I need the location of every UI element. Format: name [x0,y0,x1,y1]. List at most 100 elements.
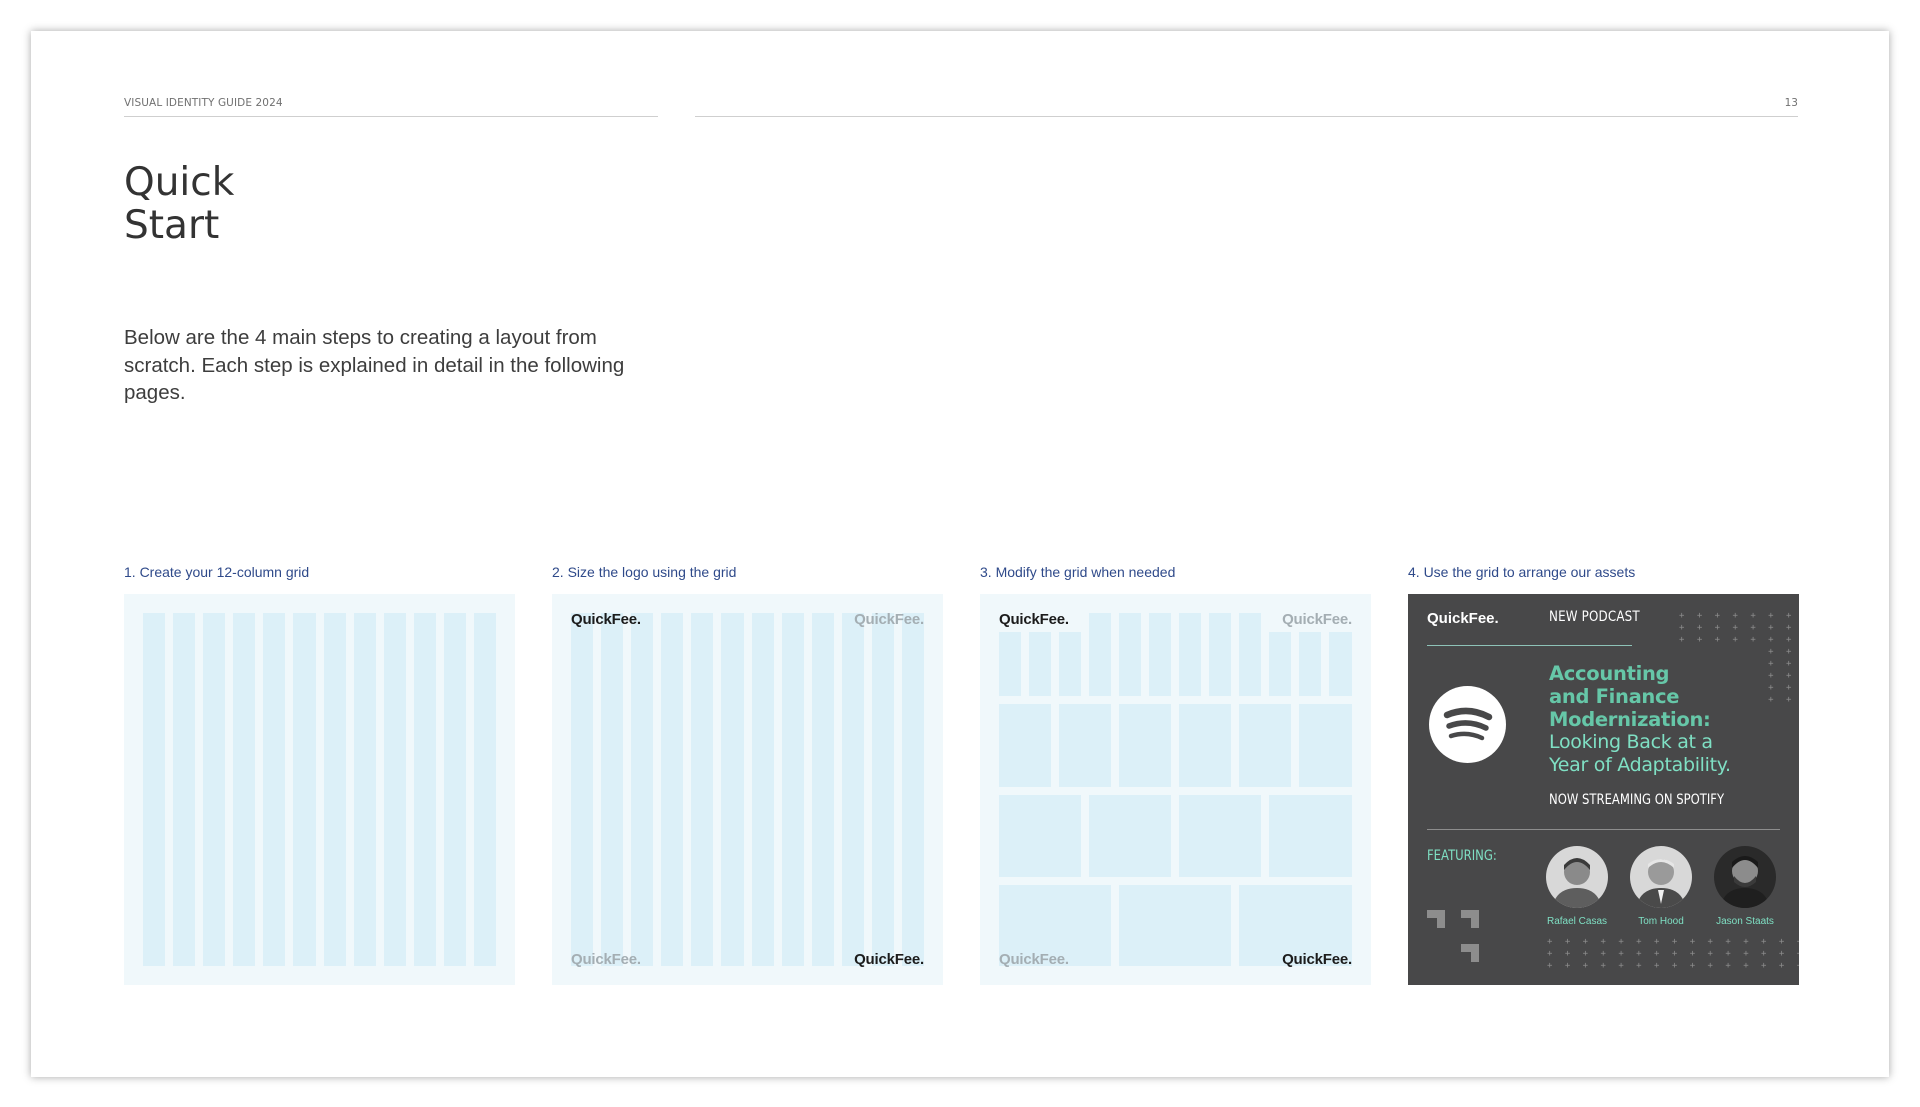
grid-column [443,613,466,966]
grid-column [263,613,286,966]
speaker-name: Rafael Casas [1546,916,1608,927]
grid-cell [1299,704,1352,787]
step-4-label: 4. Use the grid to arrange our assets [1408,564,1636,580]
logo-bottom-right: QuickFee. [1282,951,1352,968]
grid-cell [1329,632,1352,696]
grid-cell [1239,613,1261,696]
grid-cell [1209,613,1231,696]
divider [1427,645,1632,646]
logo-bottom-left-faded: QuickFee. [571,951,641,968]
grid-column [751,613,774,966]
grid-column [143,613,166,966]
grid-cell [1089,795,1171,877]
grid-cell [999,704,1051,787]
grid-column [383,613,406,966]
grid-column [473,613,496,966]
panel-podcast-example: QuickFee. NEW PODCAST + + + + + + + + + … [1408,594,1799,985]
podcast-logo: QuickFee. [1427,610,1499,627]
panel-12-column-grid [124,594,515,985]
podcast-headline-regular: Looking Back at a Year of Adaptability. [1549,731,1731,777]
plus-pattern-decoration: + + + + + + + + + + + + + + + + + + + + … [1547,937,1799,971]
panel-modified-grid: QuickFee. QuickFee. QuickFee. QuickFee. [980,594,1371,985]
grid-column [901,613,924,966]
grid-cell [1149,613,1171,696]
grid-column [781,613,804,966]
headline-line: Modernization: [1549,708,1711,731]
panel-logo-sizing: QuickFee. QuickFee. QuickFee. QuickFee. [552,594,943,985]
logo-top-left: QuickFee. [571,611,641,628]
logo-top-right-faded: QuickFee. [1282,611,1352,628]
grid-cell [1179,704,1231,787]
grid-column [841,613,864,966]
grid-cell [1059,632,1081,696]
headline-line: and Finance [1549,685,1680,708]
column-grid [143,613,496,966]
grid-column [173,613,196,966]
header-rule-right: 13 [695,97,1798,117]
grid-cell [1269,795,1352,877]
logo-bottom-left-faded: QuickFee. [999,951,1069,968]
grid-cell [1059,704,1111,787]
page-number: 13 [1784,97,1798,109]
podcast-headline-bold: Accounting and Finance Modernization: [1549,662,1711,731]
grid-column [631,613,654,966]
grid-cell [999,632,1021,696]
headline-line: Looking Back at a [1549,731,1713,753]
grid-cell [1119,613,1141,696]
speaker-name: Jason Staats [1716,916,1774,927]
logo-top-left: QuickFee. [999,611,1069,628]
grid-cell [1299,632,1321,696]
page-title-line-2: Start [124,203,220,248]
streaming-notice: NOW STREAMING ON SPOTIFY [1549,792,1725,808]
spotify-icon [1429,686,1506,763]
grid-column [413,613,436,966]
featuring-label: FEATURING: [1427,848,1497,864]
divider [1427,829,1780,830]
grid-column [691,613,714,966]
logo-bottom-right: QuickFee. [854,951,924,968]
step-1-label: 1. Create your 12-column grid [124,564,310,580]
header-rule-left: VISUAL IDENTITY GUIDE 2024 [124,97,658,117]
guide-label: VISUAL IDENTITY GUIDE 2024 [124,97,283,109]
grid-column [721,613,744,966]
grid-cell [1089,613,1111,696]
headline-line: Accounting [1549,662,1670,685]
grid-column [661,613,684,966]
grid-column [353,613,376,966]
step-2-label: 2. Size the logo using the grid [552,564,737,580]
grid-cell [1239,704,1291,787]
grid-column [233,613,256,966]
podcast-tag: NEW PODCAST [1549,609,1640,625]
grid-cell [1179,795,1261,877]
speaker-name: Tom Hood [1638,916,1684,927]
page-title: Quick Start [124,161,524,247]
modified-grid [999,613,1352,966]
headline-line: Year of Adaptability. [1549,754,1731,776]
grid-cell [999,795,1081,877]
grid-column [871,613,894,966]
grid-column [203,613,226,966]
document-page: VISUAL IDENTITY GUIDE 2024 13 Quick Star… [31,31,1889,1077]
corner-bracket-decoration [1427,910,1479,962]
speaker-avatar-tom-hood [1630,846,1692,908]
speaker-avatar-jason-staats [1714,846,1776,908]
grid-cell [1119,885,1231,966]
grid-cell [1269,632,1291,696]
grid-column [601,613,624,966]
grid-cell [1179,613,1201,696]
speaker-avatar-rafael-casas [1546,846,1608,908]
logo-top-right-faded: QuickFee. [854,611,924,628]
grid-column [323,613,346,966]
grid-column [293,613,316,966]
intro-paragraph: Below are the 4 main steps to creating a… [124,326,625,404]
grid-column [571,613,594,966]
page-title-line-1: Quick [124,160,235,205]
column-grid [571,613,924,966]
grid-cell [1029,632,1051,696]
grid-cell [999,885,1111,966]
grid-column [811,613,834,966]
grid-cell [1119,704,1171,787]
plus-pattern-decoration: + + + + + + + + + + + + + + + + + + + + … [1679,611,1795,705]
step-3-label: 3. Modify the grid when needed [980,564,1176,580]
grid-cell [1239,885,1352,966]
